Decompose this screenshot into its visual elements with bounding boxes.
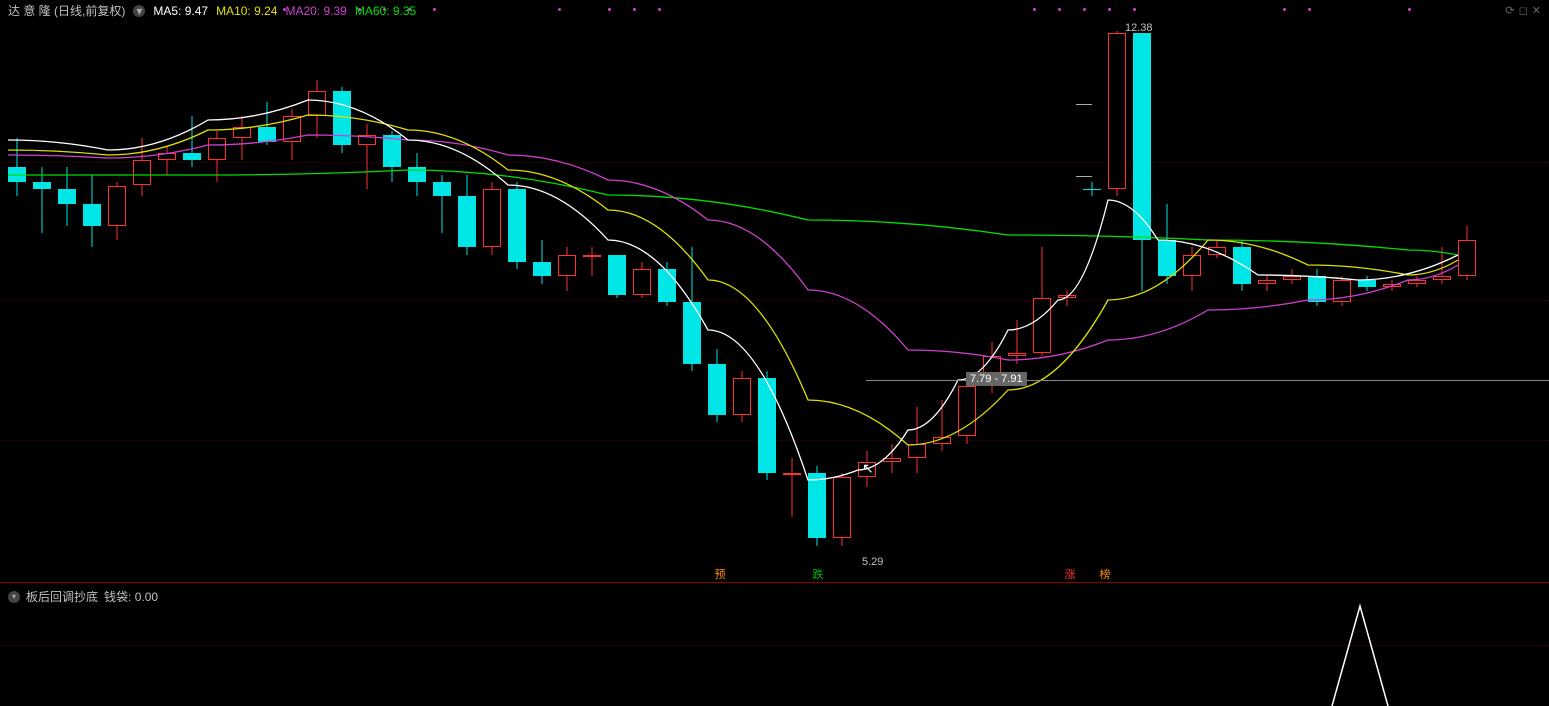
event-marker[interactable]: 预 [715, 566, 726, 582]
grid-line [0, 162, 1549, 163]
candlestick-chart[interactable]: 12.38 5.29 7.79 - 7.91 ↖ [0, 0, 1549, 582]
tick-mark [1076, 176, 1092, 177]
candle[interactable] [958, 378, 976, 443]
candle[interactable] [1033, 247, 1051, 356]
candle[interactable] [283, 109, 301, 160]
high-price-label: 12.38 [1125, 22, 1153, 34]
candle[interactable] [33, 167, 51, 232]
tick-mark [1076, 104, 1092, 105]
cursor-icon: ↖ [862, 460, 874, 477]
candle[interactable] [1058, 291, 1076, 306]
candle[interactable] [833, 473, 851, 546]
low-price-label: 5.29 [862, 556, 883, 568]
candle[interactable] [8, 138, 26, 196]
candle[interactable] [683, 247, 701, 371]
candle[interactable] [808, 466, 826, 546]
panel-divider [0, 582, 1549, 583]
candle[interactable] [433, 175, 451, 233]
candle[interactable] [1108, 31, 1126, 197]
candle[interactable] [1333, 276, 1351, 305]
candle[interactable] [308, 80, 326, 138]
candle[interactable] [133, 138, 151, 196]
candle[interactable] [1383, 280, 1401, 291]
candle[interactable] [483, 182, 501, 255]
candle[interactable] [733, 371, 751, 422]
candle[interactable] [1458, 226, 1476, 281]
candle[interactable] [1083, 182, 1101, 197]
crosshair-label: 7.79 - 7.91 [966, 372, 1027, 386]
candle[interactable] [333, 87, 351, 152]
close-icon[interactable]: ✕ [1532, 4, 1541, 17]
candle[interactable] [258, 102, 276, 146]
refresh-icon[interactable]: ⟳ [1505, 4, 1514, 17]
expand-icon[interactable]: ◻ [1519, 4, 1528, 17]
candle[interactable] [1158, 204, 1176, 284]
candle[interactable] [583, 247, 601, 276]
event-marker[interactable]: 涨 [1065, 566, 1076, 582]
candle[interactable] [608, 255, 626, 299]
candle[interactable] [383, 131, 401, 182]
indicator-peak [0, 600, 1549, 706]
ma5-label: MA5: 9.47 [153, 4, 208, 18]
ma20-label: MA20: 9.39 [285, 4, 346, 18]
candle[interactable] [1358, 276, 1376, 291]
candle[interactable] [708, 349, 726, 422]
candle[interactable] [1208, 240, 1226, 258]
candle[interactable] [408, 153, 426, 197]
event-marker[interactable]: 榜 [1100, 566, 1111, 582]
candle[interactable] [233, 116, 251, 160]
candle[interactable] [658, 262, 676, 306]
candle[interactable] [1408, 276, 1426, 287]
grid-line [0, 645, 1549, 646]
candle[interactable] [158, 146, 176, 175]
candle[interactable] [1183, 247, 1201, 291]
candle[interactable] [933, 400, 951, 451]
indicator-chart[interactable] [0, 600, 1549, 706]
candle[interactable] [1258, 276, 1276, 291]
candle[interactable] [1433, 247, 1451, 283]
ma60-label: MA60: 9.35 [355, 4, 416, 18]
candle[interactable] [208, 131, 226, 182]
candle[interactable] [1283, 269, 1301, 284]
candle[interactable] [58, 167, 76, 225]
candle[interactable] [783, 458, 801, 516]
candle[interactable] [458, 175, 476, 255]
candle[interactable] [508, 182, 526, 269]
candle[interactable] [358, 124, 376, 189]
candle[interactable] [1308, 269, 1326, 305]
candle[interactable] [758, 371, 776, 480]
candle[interactable] [1233, 240, 1251, 291]
candle[interactable] [83, 175, 101, 248]
event-marker[interactable]: 跌 [813, 566, 824, 582]
candle[interactable] [183, 116, 201, 167]
candle[interactable] [1008, 320, 1026, 364]
collapse-icon[interactable]: ▾ [133, 5, 145, 17]
window-controls: ⟳ ◻ ✕ [1505, 4, 1541, 17]
ma10-label: MA10: 9.24 [216, 4, 277, 18]
stock-title: 达 意 隆 (日线,前复权) [8, 2, 125, 19]
candle[interactable] [908, 407, 926, 472]
candle[interactable] [533, 240, 551, 284]
candle[interactable] [633, 262, 651, 298]
candle[interactable] [883, 444, 901, 473]
candle[interactable] [1133, 33, 1151, 291]
candle[interactable] [108, 182, 126, 240]
chart-header: 达 意 隆 (日线,前复权) ▾ MA5: 9.47 MA10: 9.24 MA… [8, 2, 416, 19]
candle[interactable] [558, 247, 576, 291]
